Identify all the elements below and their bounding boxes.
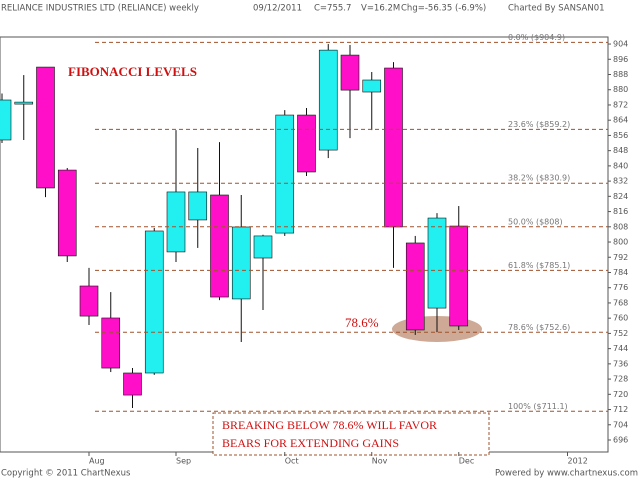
header-text: Charted By SANSAN01 — [508, 4, 605, 14]
y-tick-label: 832 — [613, 177, 628, 186]
candle-body — [318, 49, 338, 151]
fib-label: 50.0% ($808) — [508, 217, 563, 226]
y-tick-label: 816 — [613, 207, 628, 216]
x-tick-label: Dec — [459, 457, 474, 466]
annotation-box — [212, 412, 490, 456]
candle-body — [144, 230, 164, 374]
y-tick-label: 768 — [613, 298, 628, 307]
y-tick-label: 888 — [613, 70, 628, 79]
y-tick-label: 720 — [613, 390, 628, 399]
y-tick-label: 880 — [613, 85, 628, 94]
candle-body — [340, 54, 360, 91]
candle-body — [188, 191, 208, 221]
y-tick-label: 712 — [613, 405, 628, 414]
candle-body — [79, 285, 99, 317]
y-tick-label: 864 — [613, 116, 628, 125]
annotation-text: BREAKING BELOW 78.6% WILL FAVOR — [222, 418, 437, 432]
header-text: Chg=-56.35 (-6.9%) — [401, 4, 486, 14]
fib-label: 23.6% ($859.2) — [508, 120, 570, 129]
x-tick-label: Oct — [285, 457, 299, 466]
candle-body — [405, 242, 425, 331]
y-tick-label: 856 — [613, 131, 628, 140]
fib-label: 0.0% ($904.9) — [508, 33, 565, 42]
y-tick-label: 744 — [613, 344, 628, 353]
header-text: V=16.2M — [361, 4, 400, 14]
fib-label: 78.6% ($752.6) — [508, 323, 570, 332]
candle-body — [275, 114, 295, 234]
candle-body — [427, 217, 447, 309]
x-tick-label: Aug — [89, 457, 105, 466]
candle-body — [14, 101, 34, 105]
y-tick-label: 736 — [613, 359, 628, 368]
y-tick-label: 800 — [613, 238, 628, 247]
y-tick-label: 808 — [613, 222, 628, 231]
y-tick-label: 728 — [613, 375, 628, 384]
candle-body — [384, 67, 403, 228]
y-tick-label: 792 — [613, 253, 628, 262]
candle-body — [297, 114, 316, 173]
y-tick-label: 760 — [613, 314, 628, 323]
y-tick-label: 872 — [613, 100, 628, 109]
candle-body — [166, 191, 186, 253]
y-tick-label: 824 — [613, 192, 628, 201]
candle-body — [210, 194, 229, 298]
fib-label: 100% ($711.1) — [508, 402, 568, 411]
header: RELIANCE INDUSTRIES LTD (RELIANCE) weekl… — [1, 4, 605, 14]
fib-label: 61.8% ($785.1) — [508, 261, 570, 270]
footer: Copyright © 2011 ChartNexus — [1, 469, 131, 479]
annotation-text: BEARS FOR EXTENDING GAINS — [222, 436, 399, 450]
candle-body — [57, 169, 77, 257]
y-tick-label: 696 — [613, 436, 628, 445]
header-text: RELIANCE INDUSTRIES LTD (RELIANCE) weekl… — [1, 4, 199, 14]
x-tick-label: Sep — [176, 457, 191, 466]
candle-body — [253, 235, 273, 259]
annotation-level: 78.6% — [345, 315, 379, 330]
y-tick-label: 848 — [613, 146, 628, 155]
annotation-title: FIBONACCI LEVELS — [68, 64, 197, 79]
candle-body — [449, 225, 469, 327]
plot — [0, 44, 469, 409]
candle-body — [231, 226, 251, 300]
y-tick-label: 840 — [613, 161, 628, 170]
header-text: C=755.7 — [314, 4, 351, 14]
footer: Powered by www.chartnexus.com — [495, 469, 638, 479]
y-tick-label: 784 — [613, 268, 628, 277]
y-tick-label: 904 — [613, 40, 628, 49]
candle-body — [0, 99, 12, 141]
y-tick-label: 752 — [613, 329, 628, 338]
candle-body — [36, 66, 55, 189]
plot-frame — [0, 36, 609, 453]
header-text: 09/12/2011 — [253, 4, 302, 14]
y-tick-label: 896 — [613, 55, 628, 64]
candle-body — [123, 372, 142, 396]
fib-label: 38.2% ($830.9) — [508, 174, 570, 183]
candle-body — [362, 79, 382, 93]
y-tick-label: 704 — [613, 420, 628, 429]
y-tick-label: 776 — [613, 283, 628, 292]
x-tick-label: Nov — [372, 457, 388, 466]
candle-body — [101, 317, 121, 369]
x-tick-label: 2012 — [568, 457, 588, 466]
